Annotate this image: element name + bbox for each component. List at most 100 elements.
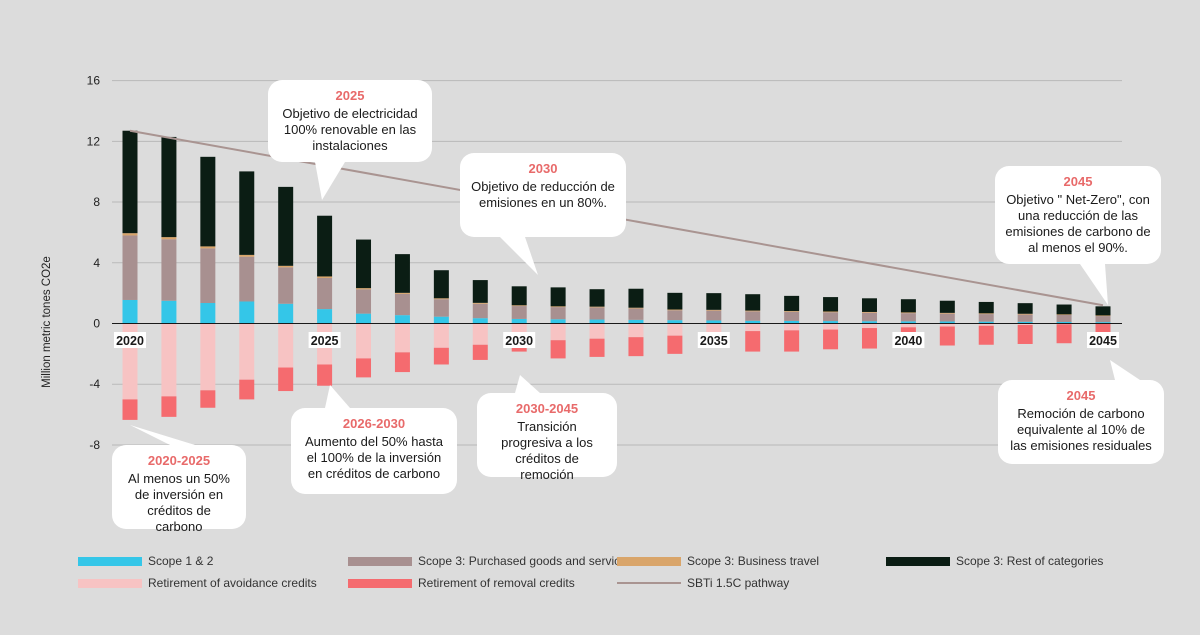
bar-segment <box>939 321 955 324</box>
bar-segment <box>278 303 294 324</box>
y-tick-label: 12 <box>87 134 101 148</box>
bar-segment <box>861 312 877 322</box>
bar-segment <box>472 344 488 360</box>
bar-segment <box>550 307 566 320</box>
bar-segment <box>900 321 916 324</box>
x-tick-label-bg <box>892 332 925 348</box>
bar-segment <box>745 310 761 312</box>
bar-segment <box>433 270 449 299</box>
bar-segment <box>200 390 216 408</box>
bar-segment <box>628 337 644 357</box>
legend-label: Scope 3: Business travel <box>687 554 820 568</box>
y-tick-label: 16 <box>87 74 101 88</box>
callout-year: 2030-2045 <box>515 401 579 416</box>
callout-year: 2045 <box>1063 174 1093 189</box>
bar-segment <box>511 286 527 306</box>
bar-segment <box>1056 304 1072 315</box>
legend-swatch <box>886 556 950 566</box>
bar-segment <box>667 335 683 354</box>
bar-segment <box>861 323 877 329</box>
bar-segment <box>161 237 177 240</box>
legend-label: Retirement of removal credits <box>418 576 575 590</box>
bar-segment <box>589 323 605 339</box>
bar-segment <box>278 186 294 266</box>
bar-segment <box>472 302 488 304</box>
bar-segment <box>589 319 605 324</box>
bar-segment <box>550 287 566 307</box>
legend-swatch <box>78 556 142 566</box>
bar-segment <box>667 320 683 324</box>
bar-segment <box>394 293 410 316</box>
bar-segment <box>550 306 566 308</box>
bar-segment <box>667 310 683 321</box>
bar-segment <box>1017 323 1033 326</box>
x-tick-label: 2035 <box>700 334 728 348</box>
callout-year: 2026-2030 <box>342 416 406 431</box>
legend-item-removal: Retirement of removal credits <box>348 576 575 590</box>
bar-segment <box>1095 322 1111 324</box>
callout-year: 2020-2025 <box>147 453 211 468</box>
bar-segment <box>239 301 255 324</box>
bar-segment <box>745 320 761 324</box>
bar-segment <box>550 340 566 359</box>
callout-pointer <box>315 162 345 200</box>
callout-2025-renewable: 2025 Objetivo de electricidad 100% renov… <box>268 80 432 162</box>
bar-segment <box>628 307 644 309</box>
bar-segment <box>433 323 449 348</box>
x-tick-label: 2030 <box>505 334 533 348</box>
x-tick-label-bg <box>308 332 341 348</box>
bar-segment <box>394 292 410 294</box>
bar-segment <box>1095 315 1111 317</box>
bar-segment <box>1017 325 1033 344</box>
bar-segment <box>433 316 449 324</box>
x-tick-label-bg <box>1087 332 1119 348</box>
bar-segment <box>394 254 410 293</box>
bar-segment <box>1095 316 1111 323</box>
bar-segment <box>122 399 138 420</box>
bar-segment <box>239 254 255 257</box>
callout-2020-2025-credits: 2020-2025 Al menos un 50% de inversión e… <box>112 445 246 534</box>
bar-segment <box>823 311 839 313</box>
legend-item-scope12: Scope 1 & 2 <box>78 554 213 568</box>
callout-2045-removal: 2045 Remoción de carbono equivalente al … <box>998 380 1164 464</box>
bar-segment <box>1056 314 1072 315</box>
bar-segment <box>1017 303 1033 314</box>
callout-pointer <box>500 237 538 275</box>
bar-segment <box>784 320 800 324</box>
bar-segment <box>628 308 644 320</box>
bar-segment <box>784 311 800 321</box>
callout-year: 2030 <box>528 161 558 176</box>
bar-segment <box>511 318 527 324</box>
bar-segment <box>550 323 566 341</box>
callout-year: 2025 <box>335 88 365 103</box>
legend-item-rest-categories: Scope 3: Rest of categories <box>886 554 1103 568</box>
bar-segment <box>823 321 839 324</box>
bar-segment <box>394 352 410 373</box>
bar-segment <box>317 364 333 386</box>
callout-pointer <box>130 425 195 445</box>
legend-swatch <box>348 578 412 588</box>
bar-segment <box>161 396 177 417</box>
bar-segment <box>356 288 372 290</box>
bar-segment <box>317 276 333 278</box>
bar-segment <box>900 299 916 313</box>
bar-segment <box>667 292 683 310</box>
bar-segment <box>861 298 877 312</box>
bar-segment <box>161 323 177 397</box>
legend-label: SBTi 1.5C pathway <box>687 576 790 590</box>
bar-segment <box>1017 321 1033 324</box>
bar-segment <box>978 325 994 345</box>
x-tick-label: 2025 <box>311 334 339 348</box>
bar-segment <box>239 171 255 255</box>
bar-segment <box>784 330 800 352</box>
callout-text: Objetivo de electricidad 100% renovable … <box>282 106 418 153</box>
bar-segment <box>200 323 216 391</box>
bar-segment <box>278 367 294 392</box>
bar-segment <box>122 233 138 236</box>
bar-segment <box>900 312 916 314</box>
bar-segment <box>861 321 877 324</box>
bar-segment <box>589 289 605 307</box>
bar-segment <box>1056 324 1072 344</box>
bar-segment <box>511 306 527 319</box>
legend-swatch <box>348 556 412 566</box>
